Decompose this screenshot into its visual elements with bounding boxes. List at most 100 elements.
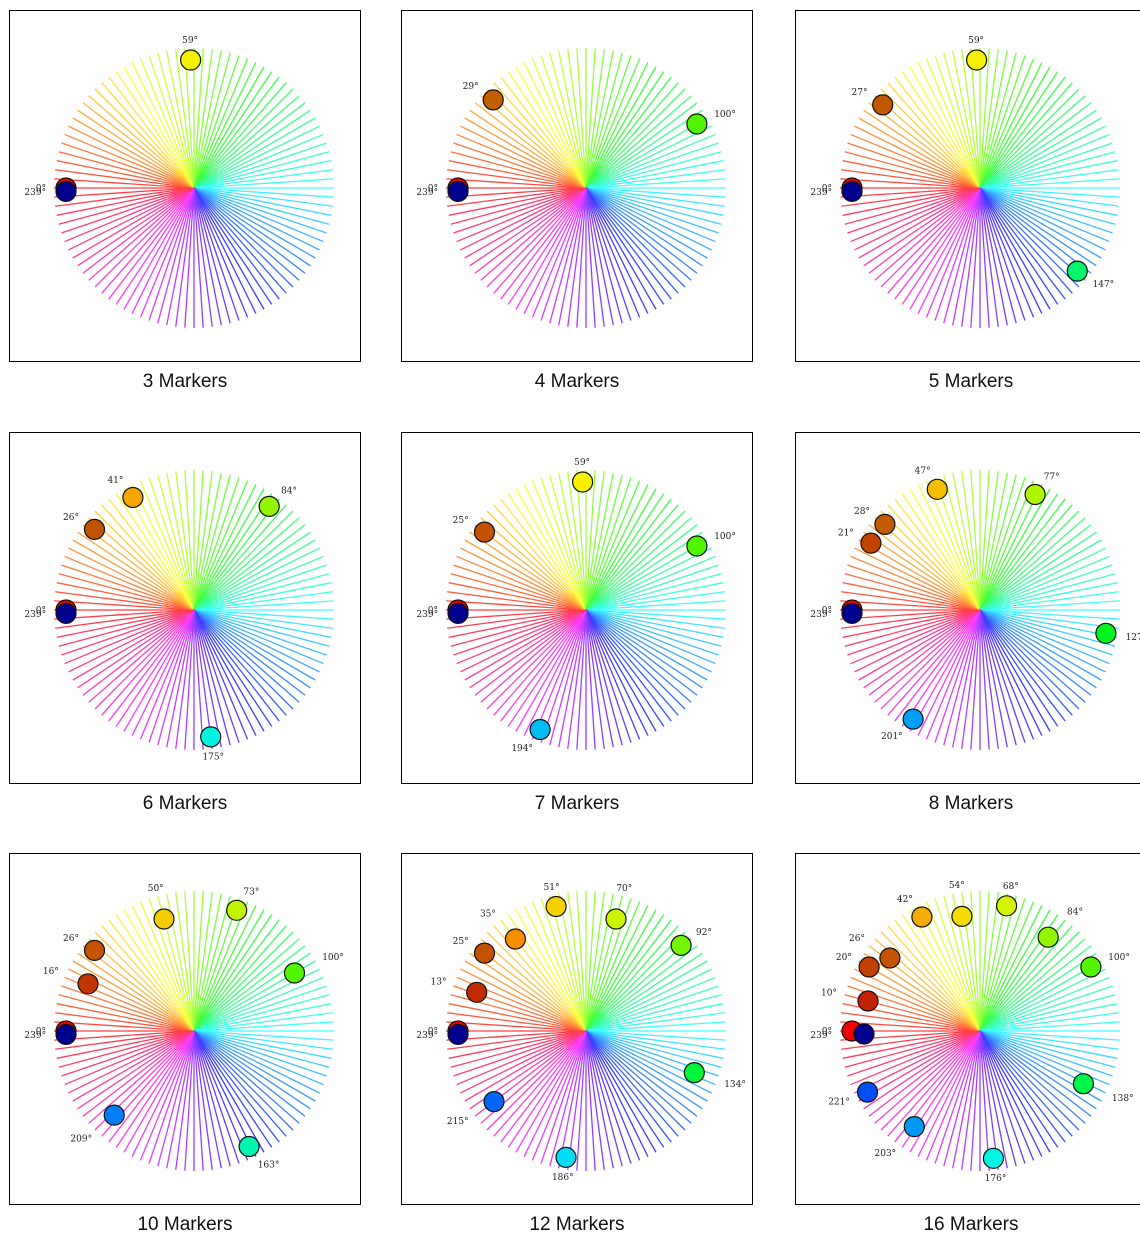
hue-spoke [108, 1030, 195, 1143]
hue-spoke [979, 1030, 1113, 1077]
hue-spoke [193, 909, 265, 1032]
hue-spoke [979, 891, 990, 1032]
hue-spoke [585, 609, 726, 620]
hue-spoke [540, 609, 587, 743]
hue-spoke [585, 524, 698, 611]
hue-spoke [64, 609, 195, 665]
hue-spoke [469, 609, 587, 689]
hue-spoke [157, 609, 195, 746]
hue-spoke [979, 55, 1026, 189]
hue-spoke [193, 1030, 204, 1171]
hue-spoke [585, 187, 726, 198]
hue-spoke [979, 892, 999, 1032]
hue-spoke [193, 539, 316, 611]
hue-spoke [148, 187, 195, 321]
hue-spoke [193, 169, 333, 189]
hue-spoke [979, 187, 990, 328]
hue-spoke [115, 609, 195, 727]
hue-spoke [55, 591, 195, 611]
marker-label: 0° [822, 606, 832, 616]
hue-spoke [979, 102, 1092, 189]
hue-spoke [193, 187, 204, 328]
hue-spoke [854, 968, 981, 1032]
hue-spoke [88, 517, 195, 611]
hue-spoke [979, 187, 1080, 288]
hue-spoke [585, 151, 722, 189]
hue-spoke [979, 1030, 1008, 1169]
hue-spoke [531, 609, 587, 740]
hue-spoke [961, 187, 981, 327]
hue-spoke [585, 919, 672, 1032]
hue-spoke [456, 1030, 587, 1086]
hue-spoke [493, 187, 587, 294]
hue-spoke [460, 547, 587, 611]
hue-spoke [979, 187, 1008, 326]
hue-spoke [952, 50, 981, 189]
hue-spoke [193, 893, 222, 1032]
hue-spoke [558, 609, 587, 748]
hue-spoke [909, 187, 981, 310]
hue-spoke [193, 898, 240, 1032]
hue-spoke [844, 151, 981, 189]
marker-dot [483, 1091, 505, 1113]
hue-spoke [979, 1030, 999, 1170]
hue-spoke [585, 573, 722, 611]
hue-spoke [585, 609, 703, 689]
hue-spoke [585, 609, 632, 743]
hue-spoke [585, 1012, 725, 1032]
hue-spoke [193, 187, 320, 251]
hue-spoke [844, 609, 981, 647]
hue-spoke [894, 76, 981, 189]
hue-spoke [82, 102, 195, 189]
hue-spoke [979, 945, 1092, 1032]
hue-spoke [585, 187, 692, 281]
hue-spoke [961, 609, 981, 749]
hue-spoke [193, 925, 287, 1032]
hue-spoke [131, 609, 195, 736]
hue-spoke [139, 480, 195, 611]
hue-spoke [925, 480, 981, 611]
hue-spoke [193, 609, 300, 703]
marker-dot [951, 905, 973, 928]
hue-spoke [61, 985, 195, 1032]
marker-dot [911, 906, 933, 928]
hue-spoke [77, 609, 195, 689]
hue-spoke [874, 95, 981, 189]
hue-spoke [460, 968, 587, 1032]
hue-spoke [64, 133, 195, 189]
hue-spoke [841, 169, 981, 189]
hue-spoke [507, 71, 587, 189]
hue-spoke [61, 564, 195, 611]
hue-spoke [193, 187, 231, 324]
hue-spoke [193, 58, 249, 189]
hue-spoke [448, 609, 587, 638]
hue-spoke [72, 1030, 195, 1102]
marker-label: 59° [574, 458, 590, 468]
hue-spoke [193, 609, 249, 740]
hue-spoke [585, 474, 623, 611]
hue-spoke [585, 609, 725, 629]
hue-spoke [943, 474, 981, 611]
marker-label: 54° [949, 881, 965, 891]
hue-spoke [979, 573, 1116, 611]
hue-spoke [979, 609, 1051, 732]
hue-spoke [585, 892, 605, 1032]
hue-spoke [925, 609, 981, 740]
marker-label: 209° [70, 1134, 92, 1144]
hue-spoke [979, 1021, 1120, 1032]
hue-spoke [193, 609, 324, 665]
hue-spoke [979, 609, 1026, 743]
panel-caption: 4 Markers [534, 371, 620, 392]
marker-label: 138° [1112, 1094, 1134, 1104]
hue-spoke [979, 187, 1073, 294]
hue-spoke [56, 1030, 195, 1059]
hue-wheel: 0° 16° 26° 50° 73° 100° 163° 209° 239° [24, 884, 344, 1171]
hue-spoke [901, 914, 981, 1032]
markers: 0° 16° 26° 50° 73° 100° 163° 209° 239° [24, 884, 343, 1171]
hue-spoke [979, 187, 1116, 225]
hue-spoke [585, 187, 716, 243]
marker-dot [55, 602, 77, 624]
hue-spoke [979, 1030, 1035, 1161]
hue-spoke [193, 1030, 280, 1143]
hue-spoke [585, 609, 716, 665]
